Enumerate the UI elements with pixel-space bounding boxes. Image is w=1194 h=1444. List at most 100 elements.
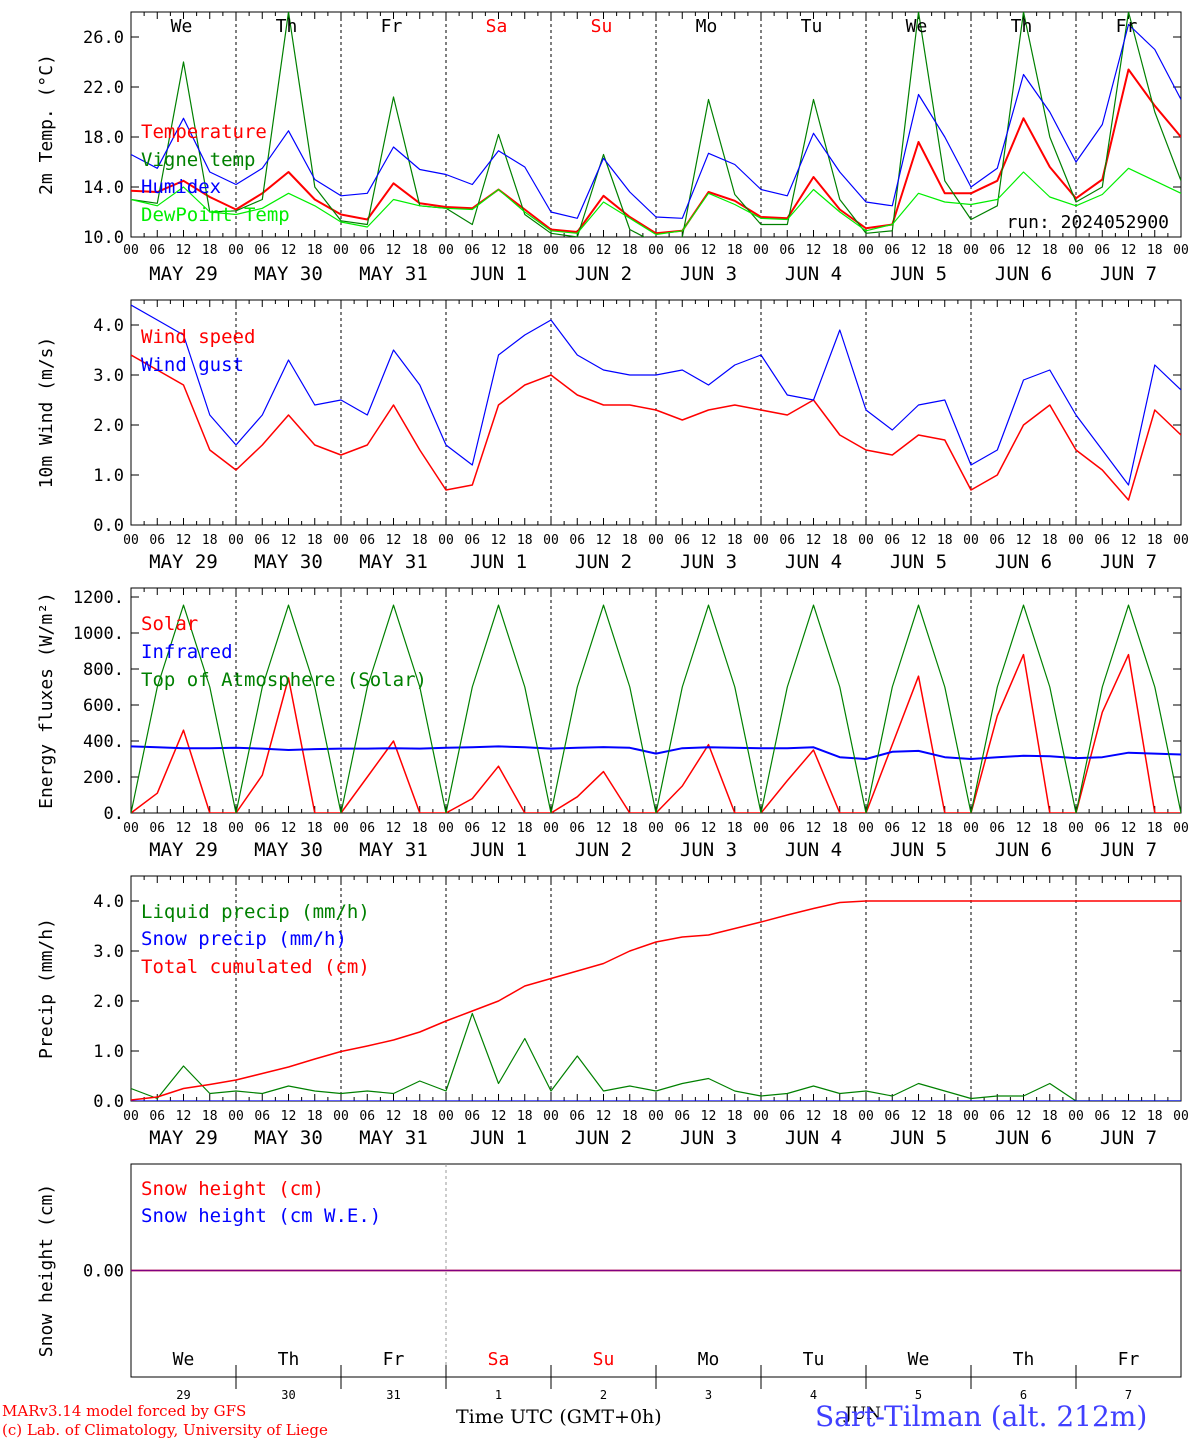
date-label: MAY 29 xyxy=(149,1127,218,1149)
station-label: Sart-Tilman (alt. 212m) xyxy=(815,1400,1148,1433)
hour-tick-label: 12 xyxy=(491,533,507,548)
hour-tick-label: 12 xyxy=(281,1109,297,1124)
hour-tick-label: 00 xyxy=(1173,1109,1189,1124)
date-label: JUN 5 xyxy=(890,551,947,573)
hour-tick-label: 12 xyxy=(701,1109,717,1124)
legend-entry: Snow precip (mm/h) xyxy=(141,928,347,950)
hour-tick-label: 06 xyxy=(1094,243,1110,258)
hour-tick-label: 12 xyxy=(1016,1109,1032,1124)
date-label: JUN 4 xyxy=(785,1127,842,1149)
date-label: JUN 1 xyxy=(470,263,527,285)
day-number-label: 1 xyxy=(495,1388,502,1402)
hour-tick-label: 00 xyxy=(753,243,769,258)
hour-tick-label: 12 xyxy=(1121,1109,1137,1124)
hour-tick-label: 06 xyxy=(674,1109,690,1124)
hour-tick-label: 06 xyxy=(254,1109,270,1124)
hour-tick-label: 06 xyxy=(149,821,165,836)
month-label: JUN xyxy=(845,1404,882,1424)
hour-tick-label: 06 xyxy=(989,821,1005,836)
series-line-2 xyxy=(131,745,1181,760)
panel-frame xyxy=(130,587,1182,814)
hour-tick-label: 00 xyxy=(543,1109,559,1124)
hour-tick-label: 18 xyxy=(622,821,638,836)
hour-tick-label: 06 xyxy=(149,243,165,258)
hour-tick-label: 06 xyxy=(569,243,585,258)
hour-tick-label: 00 xyxy=(648,533,664,548)
y-tick-label: 600. xyxy=(83,696,124,716)
day-of-week-label: Mo xyxy=(696,16,718,37)
series-line-3 xyxy=(131,23,1181,219)
legend-entry: Vigne temp xyxy=(141,149,255,171)
hour-tick-label: 12 xyxy=(386,1109,402,1124)
date-label: MAY 30 xyxy=(254,839,323,861)
day-of-week-label: Su xyxy=(593,1349,615,1370)
hour-tick-label: 18 xyxy=(622,243,638,258)
date-label: MAY 31 xyxy=(359,1127,428,1149)
hour-tick-label: 06 xyxy=(779,243,795,258)
date-label: JUN 7 xyxy=(1100,839,1157,861)
date-label: JUN 2 xyxy=(575,839,632,861)
date-label: JUN 2 xyxy=(575,551,632,573)
hour-tick-label: 00 xyxy=(333,821,349,836)
hour-tick-label: 00 xyxy=(123,821,139,836)
date-label: MAY 31 xyxy=(359,263,428,285)
hour-tick-label: 06 xyxy=(149,533,165,548)
date-label: JUN 6 xyxy=(995,551,1052,573)
hour-tick-label: 06 xyxy=(884,1109,900,1124)
hour-tick-label: 12 xyxy=(491,821,507,836)
date-label: MAY 31 xyxy=(359,551,428,573)
hour-tick-label: 06 xyxy=(254,243,270,258)
hour-tick-label: 00 xyxy=(123,1109,139,1124)
y-tick-label: 4.0 xyxy=(93,892,124,912)
legend-entry: Humidex xyxy=(141,176,221,198)
day-of-week-label: We xyxy=(171,16,193,37)
hour-tick-label: 18 xyxy=(832,821,848,836)
day-of-week-label: Mo xyxy=(698,1349,720,1370)
day-of-week-label: Th xyxy=(1013,1349,1035,1370)
hour-tick-label: 18 xyxy=(1147,533,1163,548)
hour-tick-label: 12 xyxy=(1121,821,1137,836)
panel-4: 0.0 1.0 2.0 3.0 4.0 Precip (mm/h) Liquid preci… xyxy=(36,875,1189,1149)
series-line-1 xyxy=(131,68,1181,235)
hour-tick-label: 18 xyxy=(727,533,743,548)
hour-tick-label: 00 xyxy=(963,243,979,258)
hour-tick-label: 00 xyxy=(963,821,979,836)
hour-tick-label: 06 xyxy=(884,243,900,258)
hour-tick-label: 18 xyxy=(1147,243,1163,258)
hour-tick-label: 18 xyxy=(412,821,428,836)
hour-tick-label: 00 xyxy=(648,243,664,258)
hour-tick-label: 12 xyxy=(176,243,192,258)
legend-entry: DewPoint Temp xyxy=(141,204,290,226)
hour-tick-label: 18 xyxy=(937,243,953,258)
time-axis-title: Time UTC (GMT+0h) xyxy=(456,1406,662,1428)
panel-1: 10.0 14.0 18.0 22.0 26.0 2m Temp. (°C) Tempera… xyxy=(36,11,1189,285)
hour-tick-label: 06 xyxy=(989,533,1005,548)
y-tick-label: 800. xyxy=(83,660,124,680)
legend-entry: Top of Atmosphere (Solar) xyxy=(141,669,427,691)
hour-tick-label: 06 xyxy=(464,243,480,258)
day-of-week-label: Tu xyxy=(803,1349,825,1370)
model-credit: MARv3.14 model forced by GFS (c) Lab. of… xyxy=(2,1402,328,1440)
date-label: MAY 30 xyxy=(254,263,323,285)
day-of-week-label: Th xyxy=(276,16,298,37)
legend-entry: Temperature xyxy=(141,121,267,143)
panel-3: 0. 200. 400. 600. 800. 1000. 1200. Energy fluxe… xyxy=(36,587,1189,861)
hour-tick-label: 00 xyxy=(753,1109,769,1124)
day-number-label: 7 xyxy=(1125,1388,1132,1402)
hour-tick-label: 06 xyxy=(149,1109,165,1124)
date-label: JUN 2 xyxy=(575,1127,632,1149)
series-line-3 xyxy=(131,604,1181,813)
day-of-week-label: We xyxy=(906,16,928,37)
hour-tick-label: 06 xyxy=(464,533,480,548)
y-tick-label: 22.0 xyxy=(83,78,124,98)
hour-tick-label: 12 xyxy=(281,821,297,836)
date-label: JUN 3 xyxy=(680,1127,737,1149)
day-of-week-label: We xyxy=(173,1349,195,1370)
hour-tick-label: 00 xyxy=(1173,821,1189,836)
hour-tick-label: 18 xyxy=(832,1109,848,1124)
hour-tick-label: 00 xyxy=(543,821,559,836)
hour-tick-label: 00 xyxy=(438,533,454,548)
hour-tick-label: 06 xyxy=(674,533,690,548)
hour-tick-label: 06 xyxy=(569,533,585,548)
